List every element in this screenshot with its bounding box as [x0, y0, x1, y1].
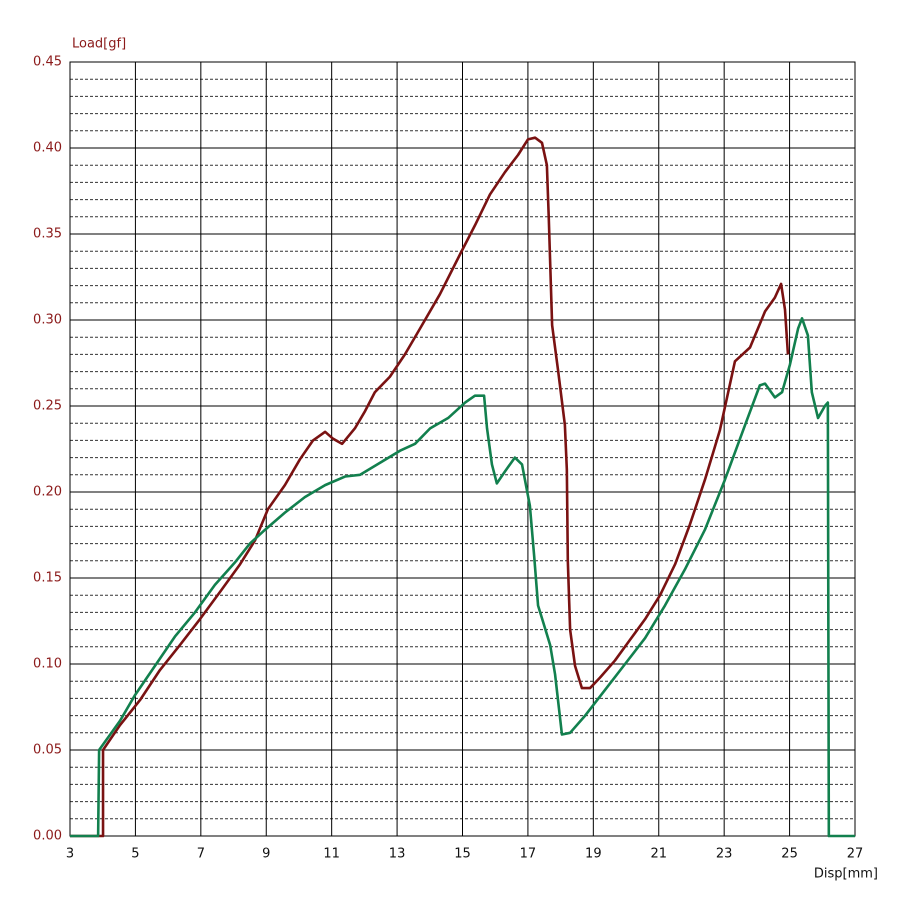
series-line	[70, 136, 790, 838]
y-tick-label: 0.15	[33, 571, 62, 586]
x-tick-label: 25	[781, 847, 798, 862]
y-tick-label: 0.10	[33, 657, 62, 672]
y-tick-label: 0.30	[33, 313, 62, 328]
y-tick-label: 0.05	[33, 743, 62, 758]
x-tick-label: 13	[389, 847, 406, 862]
plot-border	[69, 61, 856, 837]
x-tick-label: 5	[131, 847, 139, 862]
x-tick-label: 11	[323, 847, 340, 862]
x-tick-label: 9	[262, 847, 270, 862]
x-tick-label: 7	[197, 847, 205, 862]
y-tick-label: 0.45	[33, 55, 62, 70]
series-line	[70, 316, 855, 838]
x-tick-label: 17	[520, 847, 537, 862]
x-axis-label: Disp[mm]	[814, 867, 878, 882]
x-tick-label: 23	[716, 847, 733, 862]
y-axis-label: Load[gf]	[72, 37, 126, 52]
y-tick-label: 0.40	[33, 141, 62, 156]
y-tick-label: 0.00	[33, 829, 62, 844]
x-tick-label: 21	[650, 847, 667, 862]
y-tick-label: 0.25	[33, 399, 62, 414]
x-tick-label: 19	[585, 847, 602, 862]
x-tick-label: 3	[66, 847, 74, 862]
x-tick-label: 15	[454, 847, 471, 862]
y-tick-label: 0.35	[33, 227, 62, 242]
x-tick-label: 27	[847, 847, 864, 862]
y-tick-label: 0.20	[33, 485, 62, 500]
